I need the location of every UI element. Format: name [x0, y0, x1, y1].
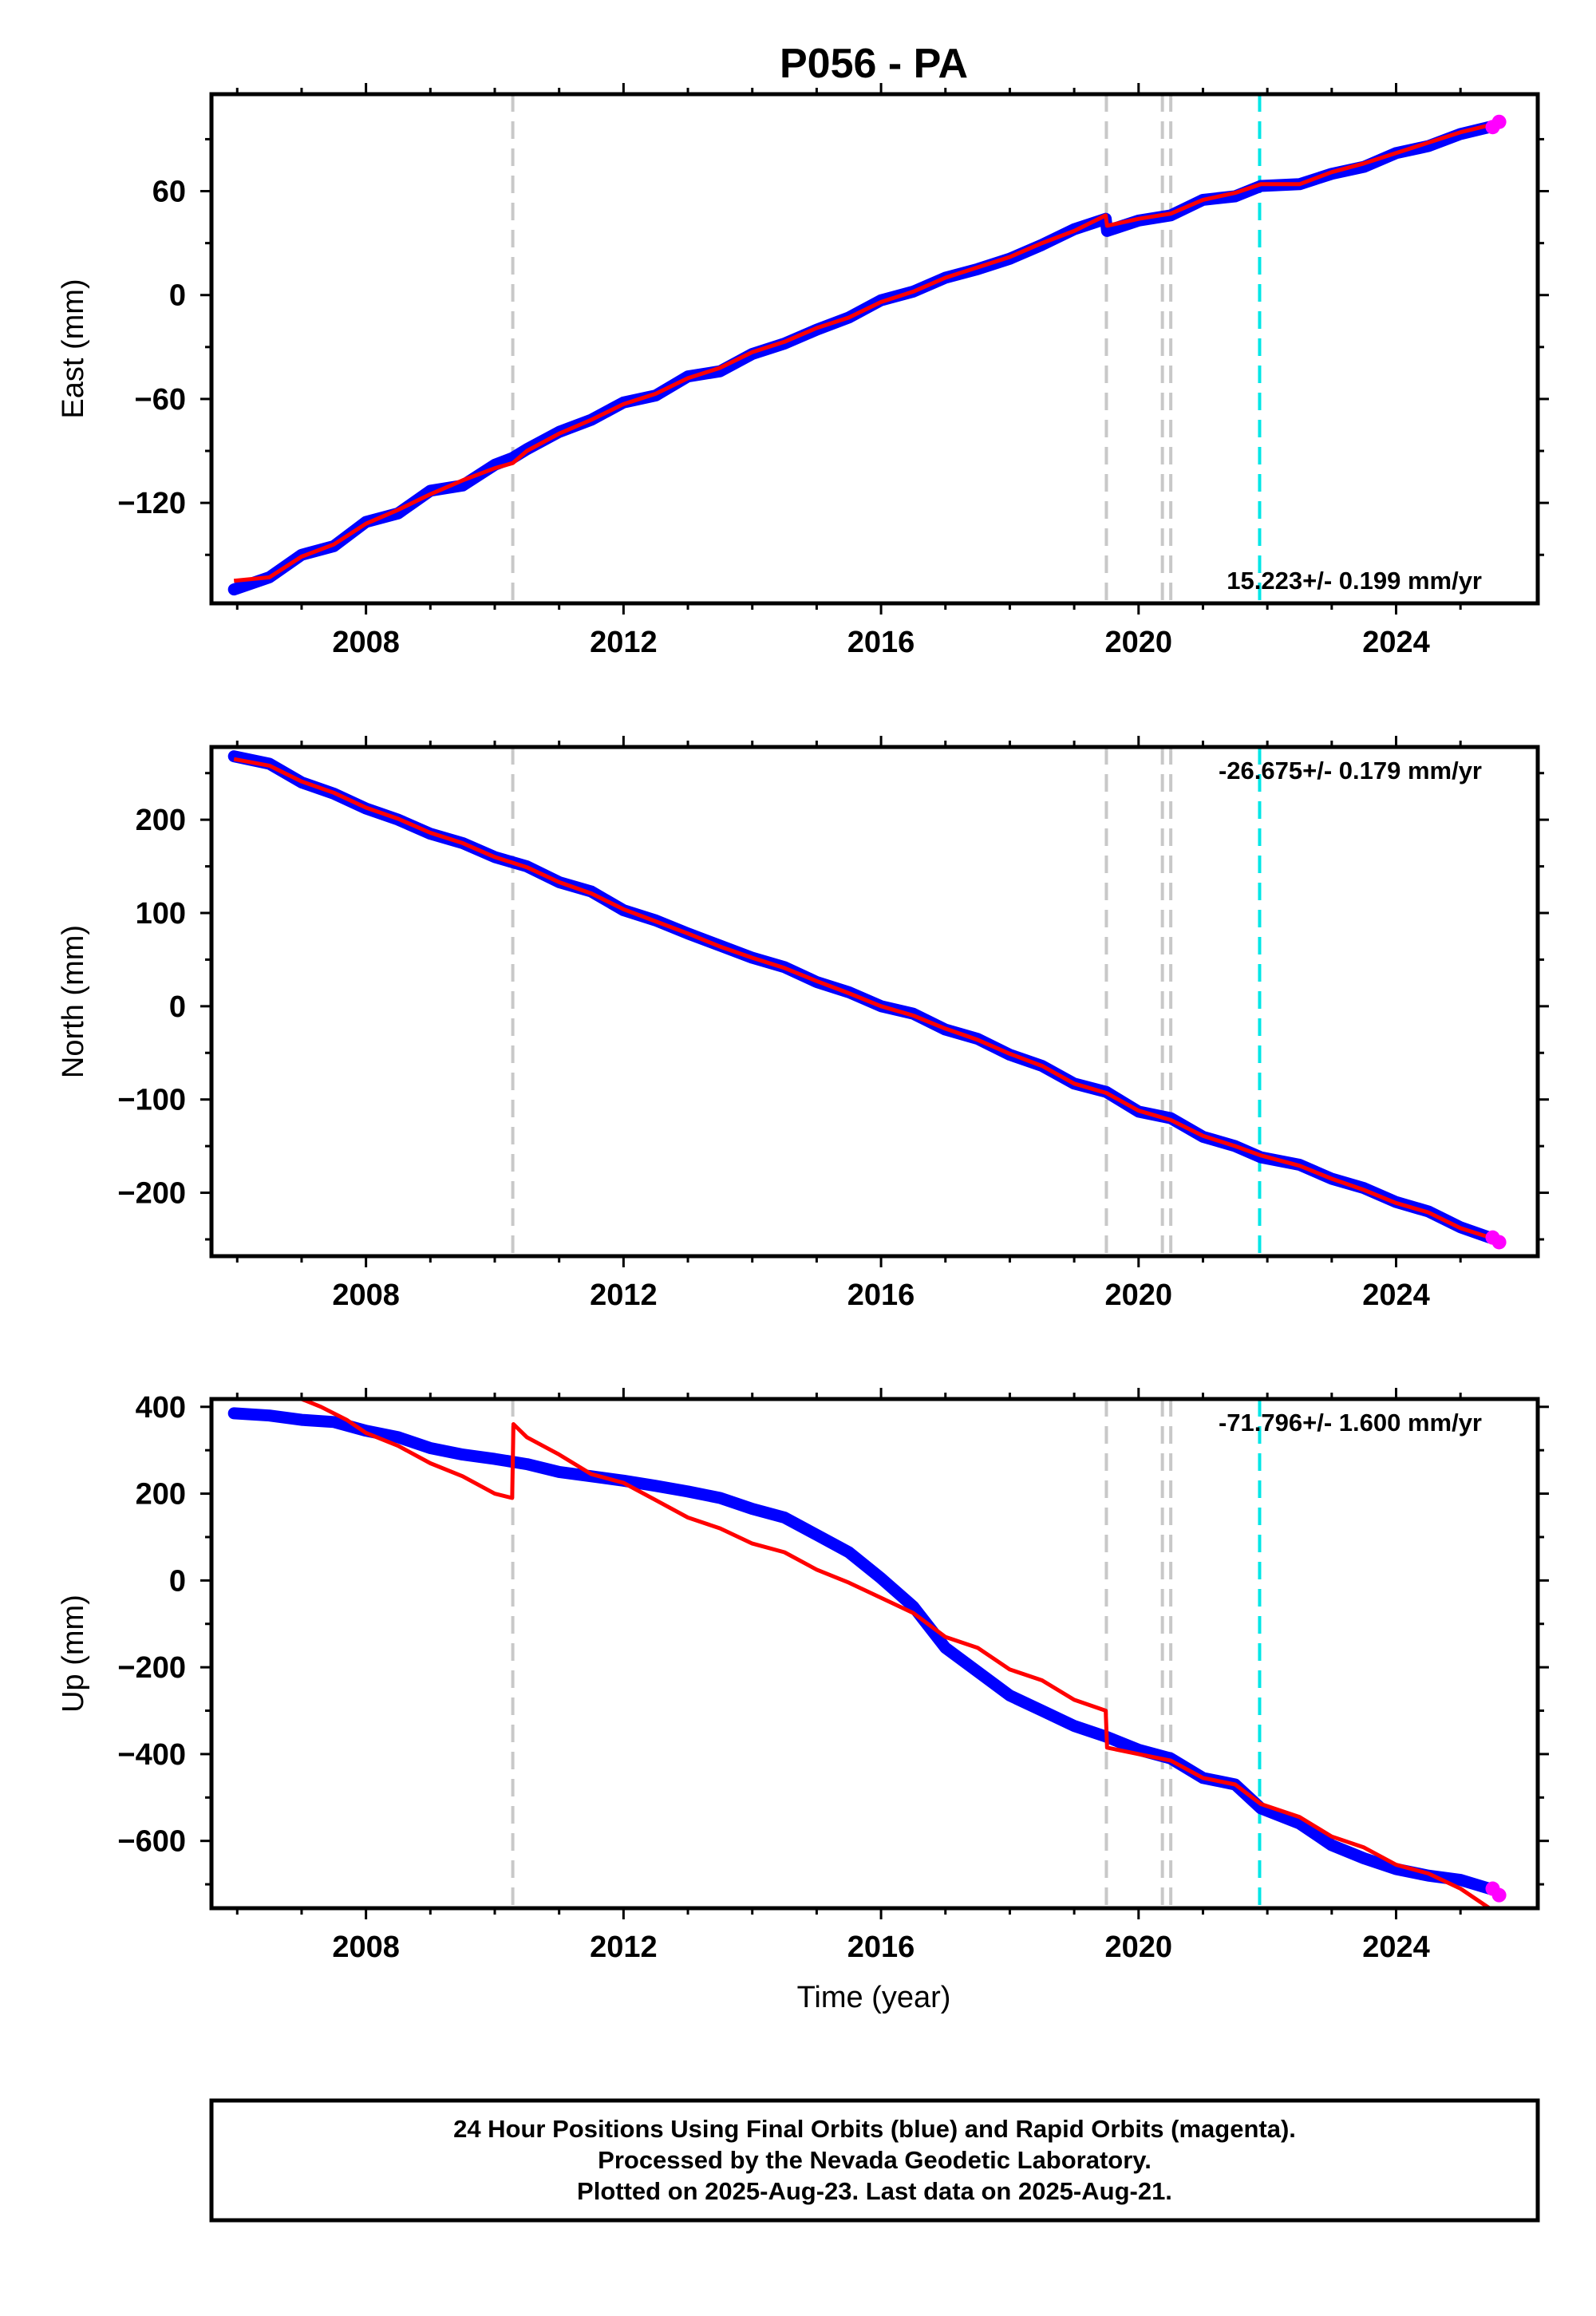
x-tick-label: 2024 [1362, 626, 1430, 659]
panel-2: 2008 2012 2016 2020 2024 −200 −100 0 100 200 North… [57, 736, 1549, 1312]
rapid-orbits-point [1491, 114, 1507, 129]
plot-frame [209, 92, 1540, 606]
plot-frame [209, 745, 1540, 1259]
panel-3: 2008 2012 2016 2020 2024 −600 −400 −200 0 200 400 U… [57, 1388, 1549, 1964]
final-orbits-series [227, 121, 1495, 596]
y-tick-label: −400 [117, 1738, 186, 1772]
y-axis-label: East (mm) [57, 279, 90, 418]
rate-label: -71.796+/- 1.600 mm/yr [1219, 1409, 1482, 1437]
y-tick-label: −120 [117, 487, 186, 520]
x-tick-label: 2008 [332, 1931, 400, 1964]
model-series [233, 121, 1497, 583]
x-tick-label: 2024 [1362, 1279, 1430, 1312]
model-series [233, 757, 1497, 1242]
y-tick-label: −200 [117, 1651, 186, 1685]
rate-label: -26.675+/- 0.179 mm/yr [1219, 757, 1482, 785]
plot-frame [209, 1397, 1540, 1911]
footer-line-1: 24 Hour Positions Using Final Orbits (bl… [453, 2115, 1296, 2143]
x-tick-label: 2020 [1105, 1279, 1173, 1312]
y-tick-label: −60 [135, 383, 186, 417]
footer-line-2: Processed by the Nevada Geodetic Laborat… [598, 2146, 1152, 2174]
x-tick-label: 2008 [332, 626, 400, 659]
model-series [280, 1399, 1493, 1908]
rapid-orbits-point [1491, 1887, 1507, 1903]
plot-area [227, 1399, 1507, 1908]
y-tick-label: 0 [169, 1564, 186, 1598]
y-tick-label: −100 [117, 1084, 186, 1117]
x-tick-label: 2012 [590, 1279, 658, 1312]
chart-title: P056 - PA [780, 41, 968, 87]
x-tick-label: 2020 [1105, 626, 1173, 659]
y-axis-label: Up (mm) [57, 1595, 90, 1713]
rate-label: 15.223+/- 0.199 mm/yr [1227, 567, 1482, 595]
y-tick-label: −600 [117, 1825, 186, 1859]
x-tick-label: 2024 [1362, 1931, 1430, 1964]
rapid-orbits-point [1491, 1235, 1507, 1250]
y-tick-label: −200 [117, 1177, 186, 1211]
y-tick-label: 200 [136, 804, 186, 837]
footer-box [209, 2098, 1540, 2223]
y-axis-label: North (mm) [57, 925, 90, 1078]
x-tick-label: 2016 [847, 626, 915, 659]
y-tick-label: 0 [169, 279, 186, 313]
y-tick-label: 100 [136, 897, 186, 931]
y-tick-label: 400 [136, 1391, 186, 1425]
x-axis-label: Time (year) [797, 1981, 951, 2014]
final-orbits-series [227, 1407, 1495, 1895]
footer-line-3: Plotted on 2025-Aug-23. Last data on 202… [577, 2177, 1172, 2205]
x-tick-label: 2012 [590, 1931, 658, 1964]
panel-1: 2008 2012 2016 2020 2024 −120 −60 0 60 East (mm) 1… [57, 83, 1549, 659]
y-tick-label: 200 [136, 1478, 186, 1512]
y-tick-label: 0 [169, 990, 186, 1024]
x-tick-label: 2016 [847, 1279, 915, 1312]
plot-area [227, 747, 1507, 1256]
plot-area [227, 94, 1507, 603]
x-tick-label: 2020 [1105, 1931, 1173, 1964]
x-tick-label: 2008 [332, 1279, 400, 1312]
y-tick-label: 60 [152, 176, 186, 209]
x-tick-label: 2012 [590, 626, 658, 659]
x-tick-label: 2016 [847, 1931, 915, 1964]
